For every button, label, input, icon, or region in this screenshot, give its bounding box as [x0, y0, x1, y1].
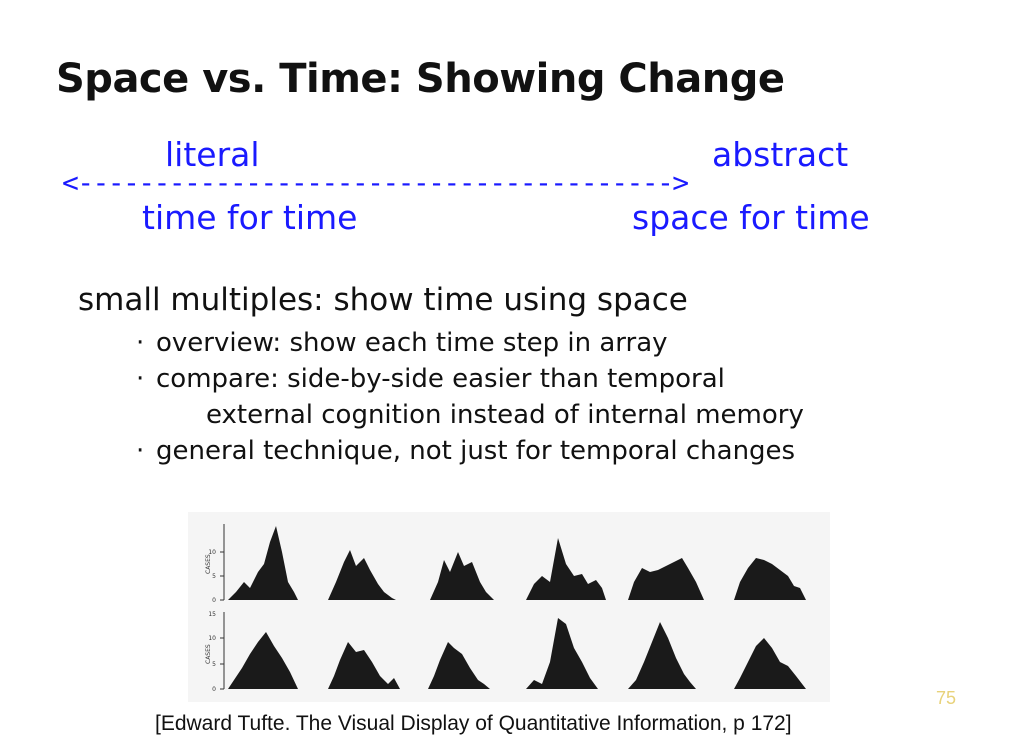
tick-label: 5	[212, 573, 216, 580]
bullet-text: general technique, not just for temporal…	[156, 436, 796, 466]
panel-shape	[228, 632, 298, 689]
axis-row-2	[220, 612, 225, 690]
panel-shape	[328, 550, 396, 600]
bullet-text: compare: side-by-side easier than tempor…	[156, 364, 725, 394]
panel-shape	[628, 622, 696, 689]
row-1-panels	[228, 526, 806, 600]
bullet-item: · compare: side-by-side easier than temp…	[136, 361, 804, 397]
spectrum-right-sub: space for time	[632, 198, 870, 237]
tick-label: 5	[212, 661, 216, 668]
panel-shape	[526, 538, 606, 600]
panel-shape	[734, 558, 806, 600]
bullet-list: · overview: show each time step in array…	[136, 325, 804, 469]
tick-label: 10	[208, 549, 216, 556]
axis-row-1	[220, 524, 225, 601]
tick-label: 0	[212, 686, 216, 693]
slide-title: Space vs. Time: Showing Change	[56, 56, 785, 102]
panel-shape	[734, 638, 806, 689]
sub-bullet: external cognition instead of internal m…	[206, 400, 804, 430]
panel-shape	[430, 552, 494, 600]
tick-label: 10	[208, 635, 216, 642]
panel-shape	[628, 558, 704, 600]
spectrum-left-label: literal	[165, 135, 260, 174]
bullet-marker: ·	[136, 436, 145, 466]
small-multiples-image: 10 5 0 15 10 5 0 CASES CASES	[205, 524, 806, 693]
row-2-panels	[228, 618, 806, 689]
section-heading: small multiples: show time using space	[78, 282, 688, 318]
tick-label: 15	[208, 611, 216, 618]
spectrum-right-label: abstract	[712, 135, 849, 174]
bullet-item: · general technique, not just for tempor…	[136, 433, 804, 469]
small-multiples-figure: 10 5 0 15 10 5 0 CASES CASES	[188, 512, 830, 702]
spectrum-arrow: <---------------------------------------…	[62, 166, 689, 199]
citation: [Edward Tufte. The Visual Display of Qua…	[155, 712, 792, 735]
spectrum-left-sub: time for time	[142, 198, 358, 237]
page-number: 75	[936, 688, 957, 708]
panel-shape	[228, 526, 298, 600]
axis-label: CASES	[205, 554, 212, 574]
bullet-marker: ·	[136, 328, 145, 358]
panel-shape	[328, 642, 400, 689]
bullet-text: overview: show each time step in array	[156, 328, 668, 358]
panel-shape	[526, 618, 598, 689]
bullet-item: · overview: show each time step in array	[136, 325, 804, 361]
bullet-marker: ·	[136, 364, 145, 394]
axis-label: CASES	[205, 644, 212, 664]
panel-shape	[428, 642, 490, 689]
tick-label: 0	[212, 597, 216, 604]
